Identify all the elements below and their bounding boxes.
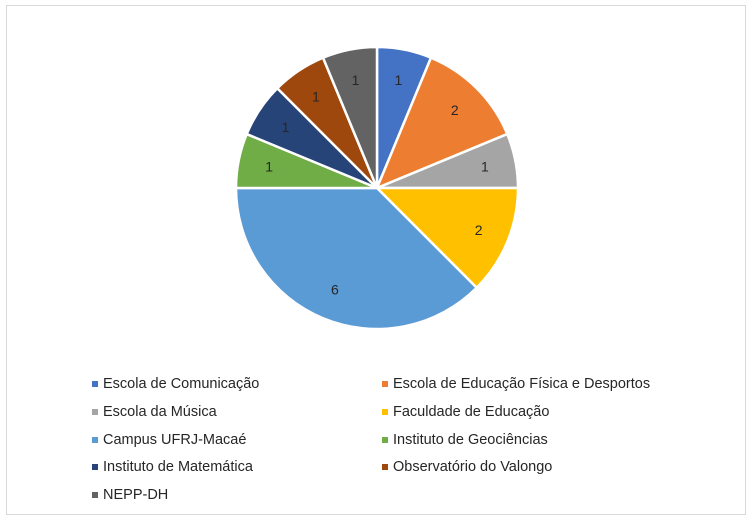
legend-swatch-icon bbox=[382, 409, 388, 415]
data-label: 1 bbox=[265, 159, 273, 175]
legend-swatch-icon bbox=[382, 381, 388, 387]
legend-label: Observatório do Valongo bbox=[393, 459, 553, 475]
pie-slice bbox=[374, 56, 509, 191]
legend-label: NEPP-DH bbox=[103, 487, 169, 503]
legend-label: Instituto de Geociências bbox=[393, 432, 548, 448]
legend-label: Escola da Música bbox=[103, 404, 217, 420]
legend-item: Instituto de Geociências bbox=[382, 430, 548, 450]
data-label: 1 bbox=[352, 72, 360, 88]
legend-item: Campus UFRJ-Macaé bbox=[92, 430, 246, 450]
legend-swatch-icon bbox=[382, 464, 388, 470]
legend-swatch-icon bbox=[92, 409, 98, 415]
legend-item: Faculdade de Educação bbox=[382, 402, 549, 422]
legend-label: Instituto de Matemática bbox=[103, 459, 253, 475]
data-label: 2 bbox=[475, 222, 483, 238]
pie-slice bbox=[321, 45, 379, 189]
legend-swatch-icon bbox=[92, 492, 98, 498]
pie-slice bbox=[373, 186, 520, 290]
legend-swatch-icon bbox=[92, 437, 98, 443]
data-label: 2 bbox=[451, 102, 459, 118]
data-label: 1 bbox=[481, 159, 489, 175]
legend-label: Faculdade de Educação bbox=[393, 404, 550, 420]
legend-item: Instituto de Matemática bbox=[92, 457, 253, 477]
legend-label: Escola de Educação Física e Desportos bbox=[393, 376, 651, 392]
pie-chart: 1 2 1 2 6 1 1 1 1 bbox=[234, 45, 520, 331]
legend-item: NEPP-DH bbox=[92, 485, 168, 505]
legend-item: Escola de Educação Física e Desportos bbox=[382, 374, 650, 394]
legend-label: Escola de Comunicação bbox=[103, 376, 260, 392]
data-label: 6 bbox=[331, 282, 339, 298]
legend-swatch-icon bbox=[382, 437, 388, 443]
legend-item: Escola de Comunicação bbox=[92, 374, 259, 394]
legend-item: Escola da Música bbox=[92, 402, 217, 422]
legend-label: Campus UFRJ-Macaé bbox=[103, 432, 247, 448]
legend-swatch-icon bbox=[92, 464, 98, 470]
data-label: 1 bbox=[395, 72, 403, 88]
data-label: 1 bbox=[282, 119, 290, 135]
pie-slice bbox=[234, 186, 479, 331]
data-label: 1 bbox=[312, 89, 320, 105]
legend-item: Observatório do Valongo bbox=[382, 457, 552, 477]
legend-swatch-icon bbox=[92, 381, 98, 387]
